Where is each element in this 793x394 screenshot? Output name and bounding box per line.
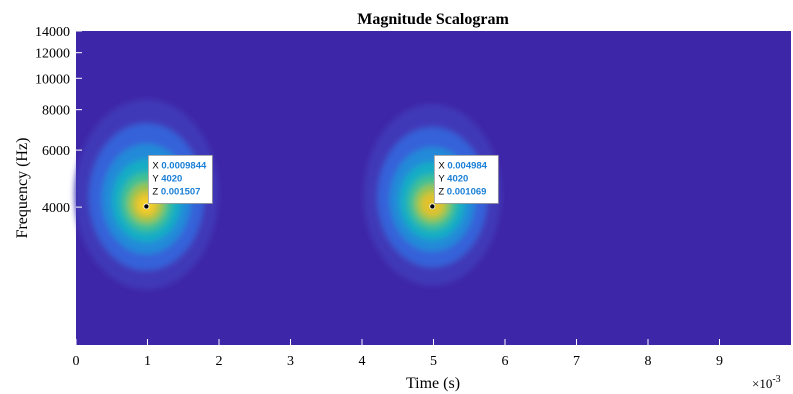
x-axis-ticks: 0 1 2 3 4 5 6 7 8 9 bbox=[73, 339, 723, 369]
x-tick-label: 2 bbox=[216, 354, 223, 369]
x-exponent-base: ×10 bbox=[752, 376, 772, 391]
x-tick-label: 7 bbox=[573, 354, 580, 369]
datatip-box bbox=[433, 155, 499, 204]
datatip-key: X bbox=[438, 160, 447, 171]
x-tick-label: 0 bbox=[73, 354, 80, 369]
datatip-value: 0.004984 bbox=[447, 160, 487, 171]
x-tick-label: 6 bbox=[502, 354, 509, 369]
datatip-row: Z 0.001507 bbox=[152, 186, 200, 197]
y-axis-label: Frequency (Hz) bbox=[14, 138, 31, 239]
datatip-row: X 0.0009844 bbox=[152, 160, 207, 171]
datatip-row: Y 4020 bbox=[152, 173, 182, 184]
x-tick-label: 5 bbox=[430, 354, 437, 369]
datatip-key: Z bbox=[438, 186, 446, 197]
datatip-key: Z bbox=[152, 186, 160, 197]
y-axis-ticks: 4000 6000 8000 10000 12000 14000 bbox=[35, 25, 82, 216]
y-tick-label: 12000 bbox=[35, 47, 70, 62]
x-tick-label: 4 bbox=[359, 354, 366, 369]
datatip-value: 4020 bbox=[447, 173, 468, 184]
datatip-row: Y 4020 bbox=[438, 173, 468, 184]
datatip-row: X 0.004984 bbox=[438, 160, 487, 171]
heatmap-peak bbox=[363, 104, 502, 286]
x-tick-label: 9 bbox=[716, 354, 723, 369]
chart-title: Magnitude Scalogram bbox=[357, 11, 509, 28]
x-axis-exponent: ×10-3 bbox=[752, 374, 781, 391]
datatip-key: Y bbox=[152, 173, 161, 184]
datatip-marker[interactable] bbox=[429, 203, 436, 210]
y-tick-label: 14000 bbox=[35, 25, 70, 40]
y-tick-label: 6000 bbox=[42, 144, 70, 159]
x-exponent-power: -3 bbox=[772, 374, 780, 385]
datatip-value: 0.001507 bbox=[161, 186, 201, 197]
datatip-key: Y bbox=[438, 173, 447, 184]
y-tick-label: 10000 bbox=[35, 72, 70, 87]
y-tick-label: 8000 bbox=[42, 104, 70, 119]
datatip-value: 0.0009844 bbox=[161, 160, 207, 171]
datatip-key: X bbox=[152, 160, 161, 171]
datatip-box bbox=[147, 155, 213, 204]
y-tick-label: 4000 bbox=[42, 201, 70, 216]
datatip-marker[interactable] bbox=[143, 203, 150, 210]
x-tick-label: 8 bbox=[645, 354, 652, 369]
datatip-row: Z 0.001069 bbox=[438, 186, 486, 197]
datatip-value: 0.001069 bbox=[447, 186, 487, 197]
x-tick-label: 3 bbox=[287, 354, 294, 369]
x-tick-label: 1 bbox=[144, 354, 151, 369]
plot-area bbox=[74, 31, 791, 345]
datatip-value: 4020 bbox=[161, 173, 182, 184]
x-axis-label: Time (s) bbox=[406, 375, 460, 392]
